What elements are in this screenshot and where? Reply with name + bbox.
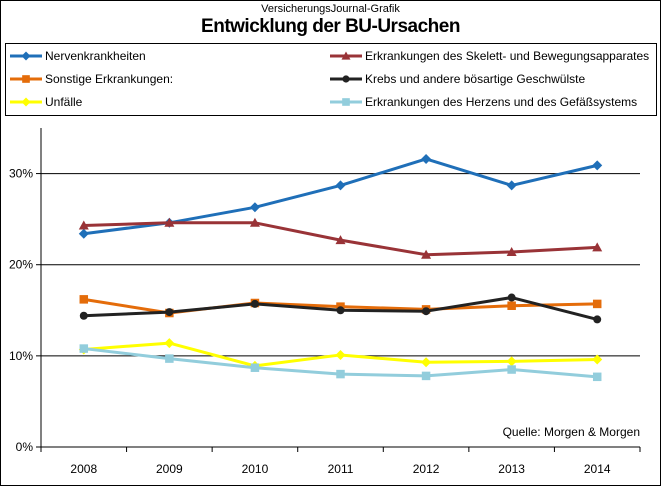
data-point — [336, 369, 345, 379]
legend-marker — [21, 51, 31, 61]
legend-marker — [21, 97, 31, 107]
legend-item-krebs: Krebs und andere bösartige Geschwülste — [328, 72, 654, 86]
legend-marker-nervenkrankheiten — [10, 51, 42, 61]
data-point — [78, 228, 89, 239]
data-point — [249, 217, 260, 227]
data-point — [250, 299, 259, 308]
data-point — [249, 202, 260, 213]
data-point — [335, 180, 346, 191]
data-point — [250, 363, 260, 372]
data-point — [592, 354, 603, 365]
data-point — [165, 354, 174, 363]
data-point — [506, 180, 517, 191]
data-point — [421, 371, 431, 381]
legend-marker-skelett — [330, 51, 362, 60]
data-point — [335, 235, 346, 245]
x-tick-label: 2013 — [498, 462, 525, 476]
legend-item-herz: Erkrankungen des Herzens und des Gefäßsy… — [328, 95, 654, 109]
legend-marker — [341, 51, 351, 60]
data-point — [335, 349, 346, 360]
data-point — [164, 338, 175, 349]
y-tick-label: 0% — [16, 440, 34, 454]
source-note: Quelle: Morgen & Morgen — [502, 425, 640, 439]
legend-marker-krebs — [330, 75, 362, 83]
chart-legend: Nervenkrankheiten Erkrankungen des Skele… — [5, 43, 657, 116]
legend-label: Unfälle — [45, 95, 83, 109]
data-point — [79, 344, 89, 353]
legend-label: Erkrankungen des Skelett- und Bewegungsa… — [365, 49, 650, 63]
data-point — [506, 246, 517, 256]
chart-subtitle: VersicherungsJournal-Grafik — [261, 3, 400, 15]
data-point — [421, 153, 432, 164]
legend-item-nervenkrankheiten: Nervenkrankheiten — [8, 49, 328, 63]
data-point — [422, 307, 431, 316]
data-point — [165, 308, 174, 317]
data-point — [78, 220, 89, 230]
legend-label: Sonstige Erkrankungen: — [45, 72, 174, 86]
x-tick-label: 2011 — [328, 462, 354, 476]
x-tick-label: 2008 — [70, 462, 97, 476]
x-tick-label: 2014 — [584, 462, 611, 476]
y-tick-label: 30% — [9, 167, 33, 181]
legend-label: Erkrankungen des Herzens und des Gefäßsy… — [365, 95, 638, 109]
chart-title: Entwicklung der BU-Ursachen — [201, 16, 460, 37]
legend-marker-sonstige — [10, 75, 42, 83]
x-tick-label: 2010 — [242, 462, 269, 476]
data-point — [592, 299, 602, 309]
data-point — [336, 306, 345, 315]
y-tick-label: 20% — [9, 258, 33, 272]
x-tick-label: 2009 — [156, 462, 183, 476]
data-point — [592, 242, 603, 252]
legend-item-skelett: Erkrankungen des Skelett- und Bewegungsa… — [328, 49, 654, 63]
legend-marker — [22, 75, 30, 83]
data-point — [507, 293, 516, 302]
legend-item-unfaelle: Unfälle — [8, 95, 328, 109]
data-point — [421, 357, 432, 368]
data-point — [507, 365, 516, 374]
data-point — [421, 249, 432, 259]
data-point — [506, 356, 517, 367]
data-point — [79, 295, 89, 304]
legend-marker-unfaelle — [10, 97, 42, 107]
data-point — [507, 301, 516, 310]
x-tick-label: 2012 — [413, 462, 440, 476]
legend-marker-herz — [330, 98, 362, 106]
legend-item-sonstige: Sonstige Erkrankungen: — [8, 72, 328, 86]
data-point — [593, 315, 602, 324]
legend-marker — [342, 98, 350, 106]
legend-marker — [342, 75, 350, 83]
data-point — [592, 372, 602, 382]
legend-label: Krebs und andere bösartige Geschwülste — [365, 72, 586, 86]
legend-label: Nervenkrankheiten — [45, 49, 146, 63]
data-point — [79, 311, 88, 320]
data-point — [164, 217, 175, 227]
data-point — [592, 160, 603, 171]
y-tick-label: 10% — [9, 349, 33, 363]
